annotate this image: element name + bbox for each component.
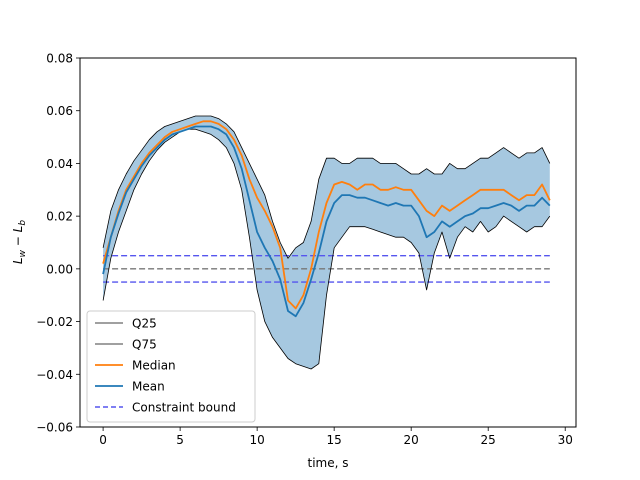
y-tick-label: 0.04 (46, 157, 73, 171)
y-axis-label-symbol-2: L (11, 226, 25, 233)
x-axis-label: time, s (308, 456, 349, 470)
x-tick-label: 20 (404, 433, 419, 447)
y-axis: −0.06 −0.04 −0.02 0.00 0.02 0.04 0.06 0.08 (36, 52, 80, 435)
y-tick-label: −0.04 (36, 368, 73, 382)
legend-label-median: Median (132, 359, 176, 373)
legend-label-q25: Q25 (132, 317, 157, 331)
x-tick-label: 5 (176, 433, 184, 447)
series-line-q75 (102, 115, 551, 259)
series-line-mean (102, 125, 551, 318)
iqr-band (103, 116, 550, 369)
x-tick-label: 15 (327, 433, 342, 447)
legend-label-constraint-bound: Constraint bound (132, 401, 236, 415)
legend-box (86, 310, 256, 423)
x-axis: 0 5 10 15 20 25 30 (99, 427, 573, 447)
y-tick-label: 0.06 (46, 104, 73, 118)
y-axis-label-symbol-1: L (11, 257, 25, 264)
y-tick-label: −0.06 (36, 421, 73, 435)
legend: Q25 Q75 Median Mean Constraint bound (86, 310, 256, 423)
x-tick-label: 30 (558, 433, 573, 447)
y-axis-label: Lw − Lb (11, 220, 28, 264)
y-tick-label: −0.02 (36, 315, 73, 329)
legend-label-mean: Mean (132, 380, 165, 394)
y-tick-label: 0.02 (46, 210, 73, 224)
x-tick-label: 10 (250, 433, 265, 447)
axes-frame (79, 57, 577, 428)
y-tick-label: 0.00 (46, 262, 73, 276)
y-axis-label-sub-1: w (18, 249, 28, 257)
x-tick-label: 0 (99, 433, 107, 447)
y-axis-label-minus: − (11, 232, 25, 250)
y-axis-label-sub-2: b (18, 220, 28, 226)
legend-label-q75: Q75 (132, 338, 157, 352)
series-line-median (102, 120, 551, 310)
plot-area (102, 115, 551, 370)
x-tick-label: 25 (481, 433, 496, 447)
y-tick-label: 0.08 (46, 52, 73, 66)
